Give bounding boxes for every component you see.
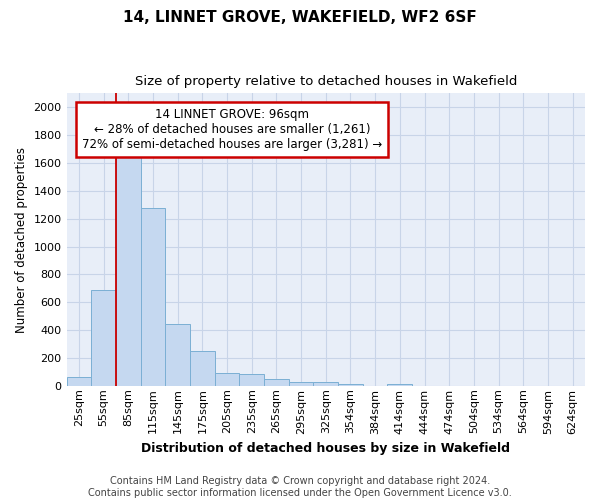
Bar bbox=[67, 376, 91, 386]
X-axis label: Distribution of detached houses by size in Wakefield: Distribution of detached houses by size … bbox=[141, 442, 510, 455]
Y-axis label: Number of detached properties: Number of detached properties bbox=[15, 146, 28, 332]
Text: Contains HM Land Registry data © Crown copyright and database right 2024.
Contai: Contains HM Land Registry data © Crown c… bbox=[88, 476, 512, 498]
Bar bbox=[140, 208, 165, 386]
Bar bbox=[289, 382, 313, 386]
Bar bbox=[165, 324, 190, 386]
Title: Size of property relative to detached houses in Wakefield: Size of property relative to detached ho… bbox=[134, 75, 517, 88]
Bar bbox=[313, 382, 338, 386]
Bar bbox=[190, 351, 215, 386]
Bar bbox=[264, 379, 289, 386]
Text: 14 LINNET GROVE: 96sqm
← 28% of detached houses are smaller (1,261)
72% of semi-: 14 LINNET GROVE: 96sqm ← 28% of detached… bbox=[82, 108, 383, 151]
Bar bbox=[91, 290, 116, 386]
Bar bbox=[388, 384, 412, 386]
Bar bbox=[239, 374, 264, 386]
Bar bbox=[215, 372, 239, 386]
Bar bbox=[116, 158, 140, 386]
Text: 14, LINNET GROVE, WAKEFIELD, WF2 6SF: 14, LINNET GROVE, WAKEFIELD, WF2 6SF bbox=[123, 10, 477, 25]
Bar bbox=[338, 384, 363, 386]
